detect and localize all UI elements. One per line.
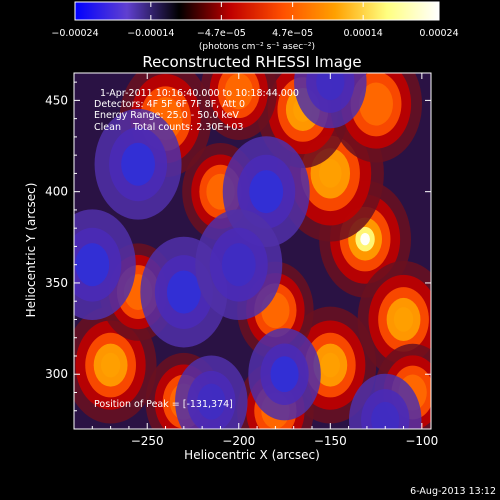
colorbar-tick-label: 0.00014 — [344, 28, 383, 39]
x-tick-label: −200 — [222, 434, 255, 448]
intensity-trough — [249, 170, 284, 214]
x-tick-label: −250 — [131, 434, 164, 448]
footer-date: 6-Aug-2013 13:12 — [410, 486, 496, 497]
axis-ticks: −250 −200 −150 −100 300 350 400 450 — [45, 73, 438, 448]
y-tick-label: 450 — [45, 93, 68, 107]
heatmap-image — [74, 73, 431, 429]
annotation-clean: Clean Total counts: 2.30E+03 — [94, 122, 243, 133]
intensity-trough — [306, 73, 355, 113]
intensity-peak — [359, 82, 393, 126]
annotation-peak: Position of Peak = [-131,374] — [94, 399, 233, 410]
x-tick-label: −150 — [314, 434, 347, 448]
y-axis-label: Heliocentric Y (arcsec) — [24, 183, 38, 318]
colorbar-tick-label: 4.7e−05 — [272, 28, 313, 39]
colorbar — [74, 1, 440, 21]
intensity-peak — [360, 232, 370, 246]
colorbar-unit-label: (photons cm⁻² s⁻¹ asec⁻²) — [199, 42, 315, 52]
intensity-peak — [224, 73, 253, 110]
intensity-peak — [320, 352, 340, 378]
x-tick-label: −100 — [405, 434, 438, 448]
intensity-trough — [371, 401, 400, 429]
intensity-trough — [75, 243, 110, 287]
y-tick-label: 300 — [45, 367, 68, 381]
colorbar-tick-label: −4.7e−05 — [197, 28, 246, 39]
intensity-trough — [361, 389, 410, 429]
x-axis-label: Heliocentric X (arcsec) — [184, 448, 320, 462]
colorbar-tick-label: −0.00024 — [51, 28, 98, 39]
intensity-peak — [100, 352, 121, 378]
annotation-energy: Energy Range: 25.0 - 50.0 keV — [94, 110, 239, 121]
intensity-trough — [187, 370, 236, 429]
colorbar-tick-label: 0.00024 — [419, 28, 458, 39]
intensity-trough — [209, 227, 268, 302]
annotation-time-range: 1-Apr-2011 10:16:40.000 to 10:18:44.000 — [100, 88, 299, 99]
intensity-trough — [197, 383, 226, 420]
colorbar-ticks: −0.00024 −0.00014 −4.7e−05 4.7e−05 0.00014 0.… — [51, 2, 459, 39]
intensity-trough — [221, 243, 256, 287]
plot-frame — [73, 72, 432, 430]
intensity-trough — [166, 270, 201, 314]
intensity-peak — [393, 307, 414, 332]
y-tick-label: 350 — [45, 276, 68, 290]
intensity-peak — [319, 159, 342, 188]
intensity-trough — [121, 142, 155, 186]
colorbar-tick-label: −0.00014 — [127, 28, 174, 39]
y-tick-label: 400 — [45, 185, 68, 199]
intensity-trough — [270, 356, 299, 393]
intensity-trough — [316, 73, 345, 101]
chart-title: Reconstructed RHESSI Image — [142, 53, 361, 71]
annotation-detectors: Detectors: 4F 5F 6F 7F 8F, Att 0 — [94, 99, 245, 110]
